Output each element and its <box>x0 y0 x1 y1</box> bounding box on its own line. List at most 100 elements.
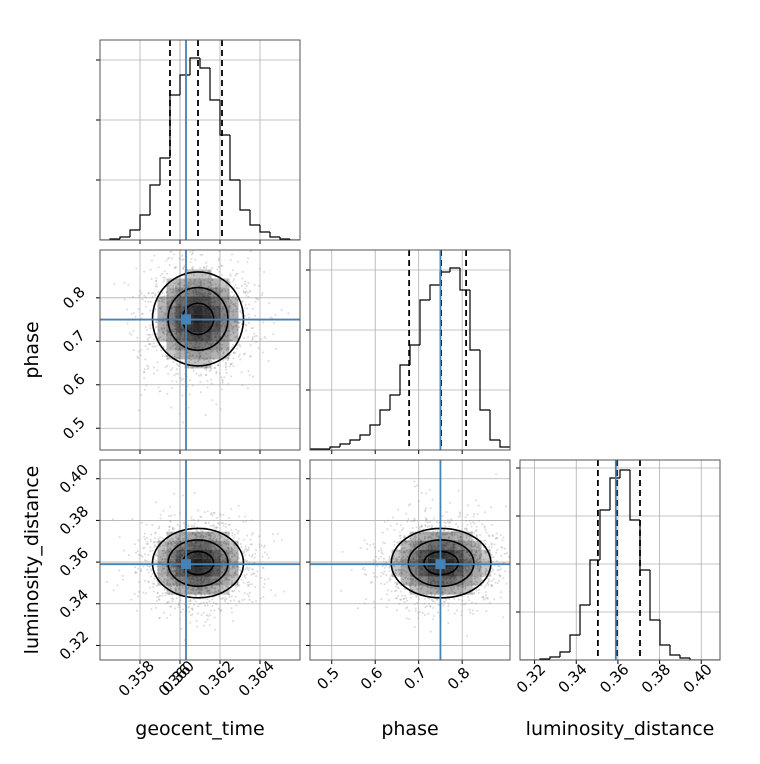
sample-dot <box>226 359 229 362</box>
sample-dot <box>227 542 230 545</box>
sample-dot <box>172 578 175 581</box>
sample-dot <box>399 575 402 578</box>
sample-dot <box>374 560 377 563</box>
sample-dot <box>195 283 198 286</box>
sample-dot <box>426 525 429 528</box>
density-cell <box>472 558 482 568</box>
sample-dot <box>459 576 462 579</box>
sample-dot <box>430 537 433 540</box>
sample-dot <box>183 532 186 535</box>
sample-dot <box>166 571 169 574</box>
density-cell <box>157 323 167 333</box>
sample-dot <box>195 534 198 537</box>
sample-dot <box>123 281 126 284</box>
sample-dot <box>425 543 428 546</box>
sample-dot <box>467 554 470 557</box>
sample-dot <box>386 593 389 596</box>
sample-dot <box>154 326 157 329</box>
sample-dot <box>412 543 415 546</box>
sample-dot <box>237 568 240 571</box>
sample-dot <box>217 352 220 355</box>
density-cell <box>220 332 230 342</box>
sample-dot <box>155 277 158 280</box>
sample-dot <box>280 308 283 311</box>
sample-dot <box>149 268 152 271</box>
sample-dot <box>199 591 202 594</box>
sample-dot <box>225 335 228 338</box>
sample-dot <box>143 371 146 374</box>
sample-dot <box>411 582 414 585</box>
density-cell <box>166 576 176 586</box>
histogram-step <box>369 424 380 435</box>
sample-dot <box>198 532 201 535</box>
sample-dot <box>149 336 152 339</box>
density-cell <box>211 341 221 351</box>
sample-dot <box>248 583 251 586</box>
sample-dot <box>193 522 196 525</box>
histogram-step <box>259 225 270 233</box>
sample-dot <box>236 566 239 569</box>
sample-dot <box>530 559 532 561</box>
sample-dot <box>397 508 400 511</box>
sample-dot <box>411 527 414 530</box>
sample-dot <box>221 587 224 590</box>
sample-dot <box>481 596 484 599</box>
sample-dot <box>462 585 465 588</box>
sample-dot <box>434 587 437 590</box>
histogram-step <box>239 180 250 211</box>
sample-dot <box>408 618 411 621</box>
density-cell <box>229 576 239 586</box>
sample-dot <box>250 555 253 558</box>
density-cell <box>175 341 185 351</box>
sample-dot <box>203 593 206 596</box>
sample-dot <box>165 339 168 342</box>
sample-dot <box>229 333 232 336</box>
sample-dot <box>215 526 218 529</box>
sample-dot <box>214 590 217 593</box>
sample-dot <box>177 537 180 540</box>
sample-dot <box>230 576 233 579</box>
sample-dot <box>235 528 238 531</box>
sample-dot <box>424 517 427 520</box>
sample-dot <box>444 533 447 536</box>
sample-dot <box>238 353 241 356</box>
sample-dot <box>235 324 238 327</box>
sample-dot <box>437 603 440 606</box>
sample-dot <box>161 355 164 358</box>
sample-dot <box>152 291 155 294</box>
sample-dot <box>202 611 205 614</box>
sample-dot <box>388 569 391 572</box>
sample-dot <box>161 299 164 302</box>
sample-dot <box>212 512 215 515</box>
sample-dot <box>206 366 209 369</box>
sample-dot <box>195 528 198 531</box>
sample-dot <box>161 557 164 560</box>
sample-dot <box>214 587 217 590</box>
sample-dot <box>475 559 478 562</box>
sample-dot <box>225 368 228 371</box>
sample-dot <box>493 543 496 546</box>
sample-dot <box>169 613 172 616</box>
sample-dot <box>485 591 488 594</box>
sample-dot <box>231 253 234 256</box>
sample-dot <box>414 545 417 548</box>
sample-dot <box>381 565 384 568</box>
sample-dot <box>172 291 175 294</box>
sample-dot <box>145 384 148 387</box>
sample-dot <box>137 350 140 353</box>
density-cell <box>193 576 203 586</box>
sample-dot <box>154 531 157 534</box>
sample-dot <box>173 583 176 586</box>
sample-dot <box>395 558 398 561</box>
sample-dot <box>397 587 400 590</box>
sample-dot <box>387 589 390 592</box>
sample-dot <box>426 590 429 593</box>
sample-dot <box>249 250 252 253</box>
sample-dot <box>507 556 510 559</box>
sample-dot <box>168 525 171 528</box>
sample-dot <box>207 285 210 288</box>
sample-dot <box>199 356 202 359</box>
truth-marker <box>181 314 191 325</box>
x-tick-label: 0.364 <box>235 657 278 700</box>
sample-dot <box>466 513 469 516</box>
